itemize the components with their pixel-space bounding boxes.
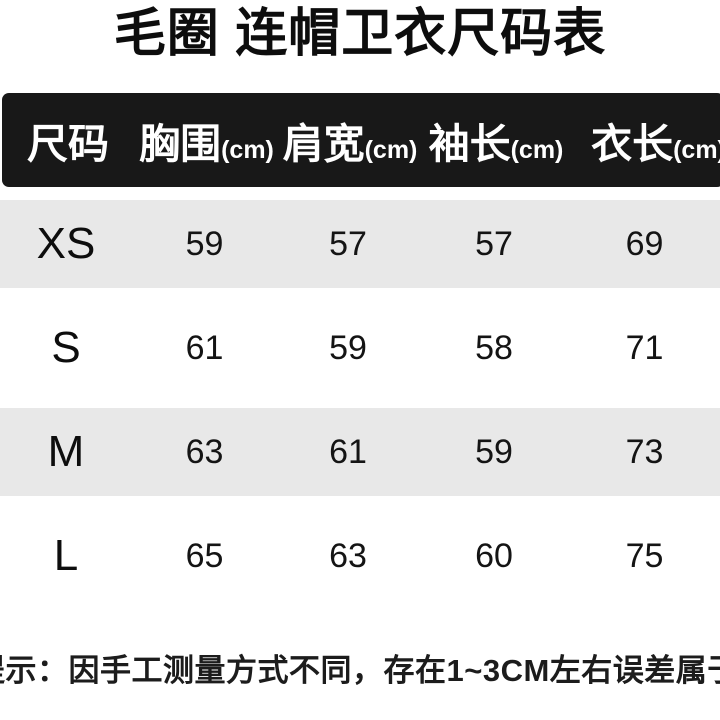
value-cell: 57 — [475, 224, 513, 263]
value-cell: 59 — [475, 432, 513, 471]
header-cell-chest: 胸围 (cm) — [134, 110, 279, 170]
table-row: M 63 61 59 73 — [0, 408, 720, 496]
value-cell: 75 — [625, 536, 664, 575]
value-cell: 65 — [185, 536, 224, 575]
header-label: 尺码 — [27, 121, 109, 167]
table-header-row: 尺码 胸围(cm) 肩宽(cm) 袖长(cm) 衣长(cm) — [2, 93, 720, 187]
value-cell: 69 — [625, 224, 664, 263]
value-cell: 63 — [185, 432, 224, 471]
header-cell-sleeve: 袖长 (cm) — [421, 110, 571, 170]
value-cell: 61 — [329, 432, 367, 471]
value-cell: 60 — [475, 536, 513, 575]
header-cell-shoulder: 肩宽 (cm) — [279, 110, 421, 170]
measurement-note: 提示：因手工测量方式不同，存在1~3CM左右误差属于正常 — [0, 653, 720, 688]
value-cell: 71 — [625, 328, 664, 367]
table-row: L 65 63 60 75 — [0, 512, 720, 600]
header-unit: (cm) — [364, 136, 418, 164]
header-cell-size: 尺码 — [2, 110, 134, 170]
table-row: XS 59 57 57 69 — [0, 200, 720, 288]
header-label: 肩宽 — [282, 121, 365, 167]
value-cell: 57 — [329, 224, 367, 263]
table-row: S 61 59 58 71 — [0, 304, 720, 392]
value-cell: 59 — [185, 224, 224, 263]
value-cell: 58 — [475, 328, 513, 367]
header-unit: (cm) — [510, 136, 564, 164]
header-unit: (cm) — [673, 136, 720, 164]
value-cell: 61 — [185, 328, 224, 367]
page-title: 毛圈 连帽卫衣尺码表 — [113, 5, 607, 63]
value-cell: 73 — [625, 432, 664, 471]
value-cell: 63 — [329, 536, 367, 575]
size-cell: XS — [36, 219, 96, 268]
size-cell: L — [53, 531, 79, 580]
size-cell: S — [51, 323, 81, 372]
value-cell: 59 — [329, 328, 367, 367]
header-label: 袖长 — [428, 121, 511, 167]
header-label: 胸围 — [139, 121, 222, 167]
header-cell-length: 衣长(cm) — [583, 110, 720, 170]
header-unit: (cm) — [221, 136, 274, 164]
size-cell: M — [47, 427, 85, 476]
header-label: 衣长 — [591, 121, 674, 167]
